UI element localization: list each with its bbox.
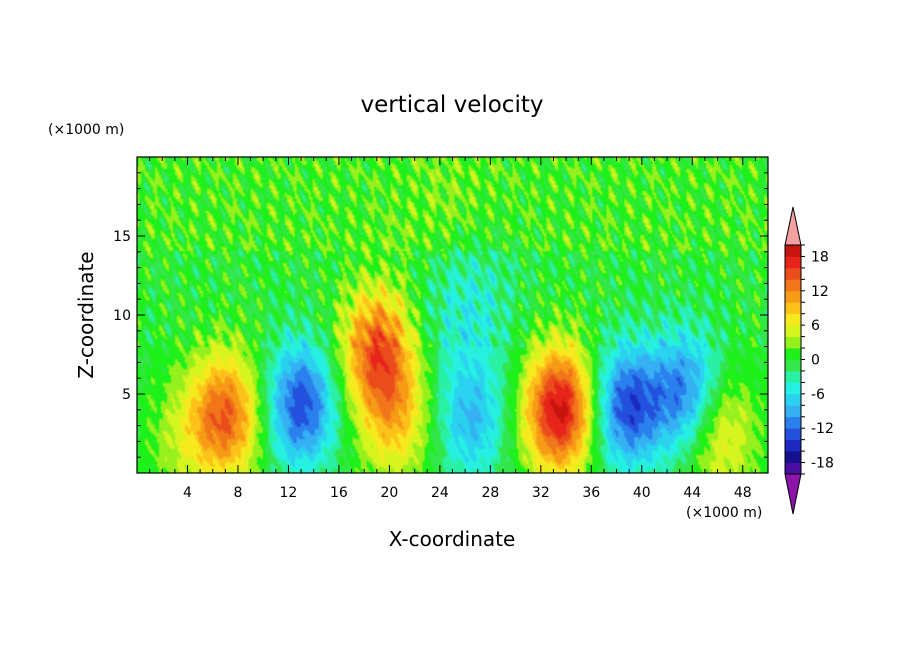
- colorbar-under-triangle: [784, 473, 802, 515]
- chart-title: vertical velocity: [361, 92, 544, 118]
- colorbar-swatch: [785, 393, 801, 406]
- x-tick-label: 8: [233, 485, 242, 501]
- x-tick-label: 36: [582, 485, 600, 501]
- colorbar-swatch: [785, 267, 801, 280]
- colorbar-swatch: [785, 416, 801, 429]
- y-tick-label: 10: [113, 308, 131, 324]
- heatmap-field: [137, 157, 768, 473]
- colorbar-tick-label: -12: [811, 421, 834, 437]
- x-tick-label: 32: [532, 485, 550, 501]
- colorbar-swatch: [785, 382, 801, 395]
- x-tick-label: 20: [380, 485, 398, 501]
- y-axis-ticks: 5 10 15: [113, 172, 768, 458]
- x-tick-label: 12: [280, 485, 298, 501]
- colorbar-swatch: [785, 359, 801, 372]
- colorbar-swatch: [785, 302, 801, 315]
- colorbar-swatch: [785, 348, 801, 360]
- colorbar-swatch: [785, 325, 801, 337]
- x-axis-label: X-coordinate: [389, 527, 516, 551]
- colorbar: 18 12 6 0 -6 -12 -18: [784, 206, 834, 515]
- x-tick-label: 28: [481, 485, 499, 501]
- y-unit-label: (×1000 m): [48, 122, 124, 138]
- colorbar-tick-label: 6: [811, 318, 820, 334]
- y-tick-label: 15: [113, 229, 131, 245]
- x-tick-label: 44: [683, 485, 701, 501]
- colorbar-tick-label: 12: [811, 284, 829, 300]
- y-axis-label: Z-coordinate: [74, 251, 98, 378]
- colorbar-swatch: [785, 462, 801, 475]
- colorbar-swatch: [785, 290, 801, 303]
- colorbar-tick-label: -6: [811, 387, 825, 403]
- colorbar-swatch: [785, 256, 801, 269]
- x-tick-label: 40: [633, 485, 651, 501]
- colorbar-tick-label: 18: [811, 249, 829, 265]
- colorbar-over-triangle: [784, 206, 802, 246]
- colorbar-swatch: [785, 451, 801, 463]
- x-tick-label: 24: [431, 485, 449, 501]
- colorbar-tick-label: -18: [811, 456, 834, 472]
- colorbar-swatch: [785, 245, 801, 257]
- colorbar-swatch: [785, 279, 801, 292]
- colorbar-tick-label: 0: [811, 353, 820, 369]
- colorbar-swatch: [785, 370, 801, 383]
- y-tick-label: 5: [122, 387, 131, 403]
- colorbar-swatch: [785, 336, 801, 349]
- x-tick-label: 4: [183, 485, 192, 501]
- x-tick-label: 48: [734, 485, 752, 501]
- colorbar-swatch: [785, 439, 801, 452]
- x-unit-label: (×1000 m): [686, 505, 762, 521]
- colorbar-swatch: [785, 313, 801, 326]
- x-axis-ticks: 4 8 12 16 20 24 28 32 36 40 44 48: [149, 157, 756, 501]
- colorbar-swatch: [785, 405, 801, 418]
- colorbar-swatch: [785, 428, 801, 441]
- x-tick-label: 16: [330, 485, 348, 501]
